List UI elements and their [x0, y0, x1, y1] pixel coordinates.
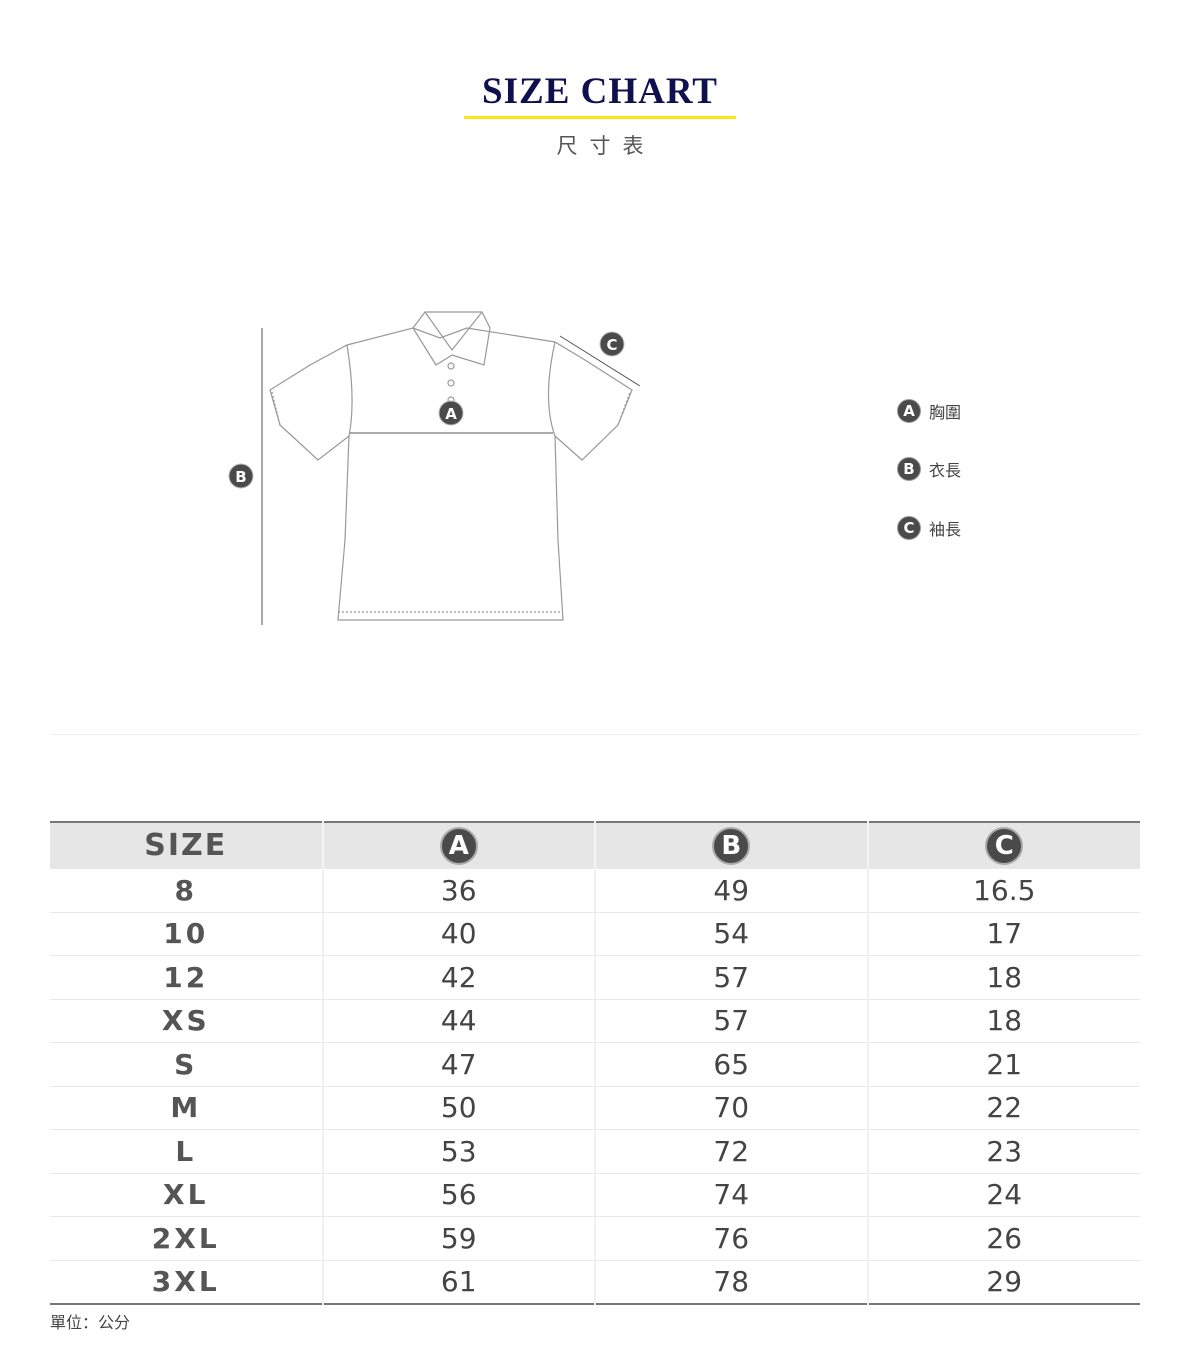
value-cell: 54 [594, 911, 868, 956]
header-c: C [866, 822, 1140, 869]
size-cell: 3XL [50, 1259, 323, 1304]
size-cell: XS [50, 998, 323, 1043]
size-cell: L [50, 1129, 323, 1173]
marker-a: A [438, 400, 464, 426]
value-cell: 74 [594, 1172, 868, 1217]
header-b: B [594, 822, 868, 869]
legend-item-length: B 衣長 [897, 457, 961, 481]
value-cell: 57 [594, 998, 868, 1043]
marker-b: B [228, 463, 254, 489]
svg-text:C: C [606, 336, 617, 354]
value-cell: 47 [321, 1042, 595, 1086]
size-cell: 2XL [50, 1216, 323, 1260]
header-a: A [321, 822, 595, 869]
size-cell: XL [50, 1172, 323, 1217]
marker-a-badge: A [897, 399, 921, 423]
table-row: L 53 72 23 [50, 1129, 1140, 1173]
legend-item-chest: A 胸圍 [897, 399, 961, 423]
table-row: XL 56 74 24 [50, 1172, 1140, 1217]
polo-shirt-diagram: A B C [228, 311, 641, 625]
value-cell: 57 [594, 955, 868, 999]
value-cell: 42 [321, 955, 595, 999]
marker-c-badge: C [897, 516, 921, 540]
marker-b-badge: B [897, 457, 921, 481]
value-cell: 59 [321, 1216, 595, 1260]
value-cell: 78 [594, 1259, 868, 1304]
size-table: SIZE A B C 8 36 49 16.5 10 40 54 17 12 42 57 18 XS 44… [50, 821, 1140, 1305]
value-cell: 21 [866, 1042, 1140, 1086]
table-header-row: SIZE A B C [50, 822, 1140, 869]
value-cell: 50 [321, 1085, 595, 1130]
value-cell: 16.5 [866, 868, 1140, 912]
value-cell: 22 [866, 1085, 1140, 1130]
value-cell: 18 [866, 998, 1140, 1043]
table-row: 2XL 59 76 26 [50, 1216, 1140, 1260]
table-row: M 50 70 22 [50, 1085, 1140, 1130]
table-row: 8 36 49 16.5 [50, 868, 1140, 912]
unit-note: 單位：公分 [50, 1313, 131, 1332]
value-cell: 44 [321, 998, 595, 1043]
table-row: XS 44 57 18 [50, 998, 1140, 1043]
size-cell: 12 [50, 955, 323, 999]
table-row: 3XL 61 78 29 [50, 1259, 1140, 1304]
legend-label: 胸圍 [929, 403, 962, 422]
value-cell: 29 [866, 1259, 1140, 1304]
value-cell: 70 [594, 1085, 868, 1130]
value-cell: 65 [594, 1042, 868, 1086]
legend-label: 袖長 [929, 520, 962, 539]
header-size: SIZE [50, 822, 323, 869]
value-cell: 17 [866, 911, 1140, 956]
table-row: S 47 65 21 [50, 1042, 1140, 1086]
page-subtitle: 尺寸表 [556, 134, 656, 158]
section-divider [50, 734, 1140, 735]
title-underline [464, 116, 736, 119]
svg-text:A: A [445, 405, 457, 423]
value-cell: 26 [866, 1216, 1140, 1260]
svg-text:B: B [235, 468, 246, 486]
value-cell: 53 [321, 1129, 595, 1173]
value-cell: 36 [321, 868, 595, 912]
size-cell: M [50, 1085, 323, 1130]
size-cell: 10 [50, 911, 323, 956]
page-title: SIZE CHART [482, 71, 718, 112]
value-cell: 76 [594, 1216, 868, 1260]
size-cell: 8 [50, 868, 323, 912]
table-row: 10 40 54 17 [50, 911, 1140, 956]
legend-item-sleeve: C 袖長 [897, 516, 961, 540]
table-row: 12 42 57 18 [50, 955, 1140, 999]
value-cell: 40 [321, 911, 595, 956]
value-cell: 49 [594, 868, 868, 912]
value-cell: 23 [866, 1129, 1140, 1173]
value-cell: 72 [594, 1129, 868, 1173]
legend-label: 衣長 [929, 461, 962, 480]
value-cell: 24 [866, 1172, 1140, 1217]
value-cell: 56 [321, 1172, 595, 1217]
value-cell: 18 [866, 955, 1140, 999]
size-cell: S [50, 1042, 323, 1086]
marker-c: C [599, 331, 625, 357]
value-cell: 61 [321, 1259, 595, 1304]
